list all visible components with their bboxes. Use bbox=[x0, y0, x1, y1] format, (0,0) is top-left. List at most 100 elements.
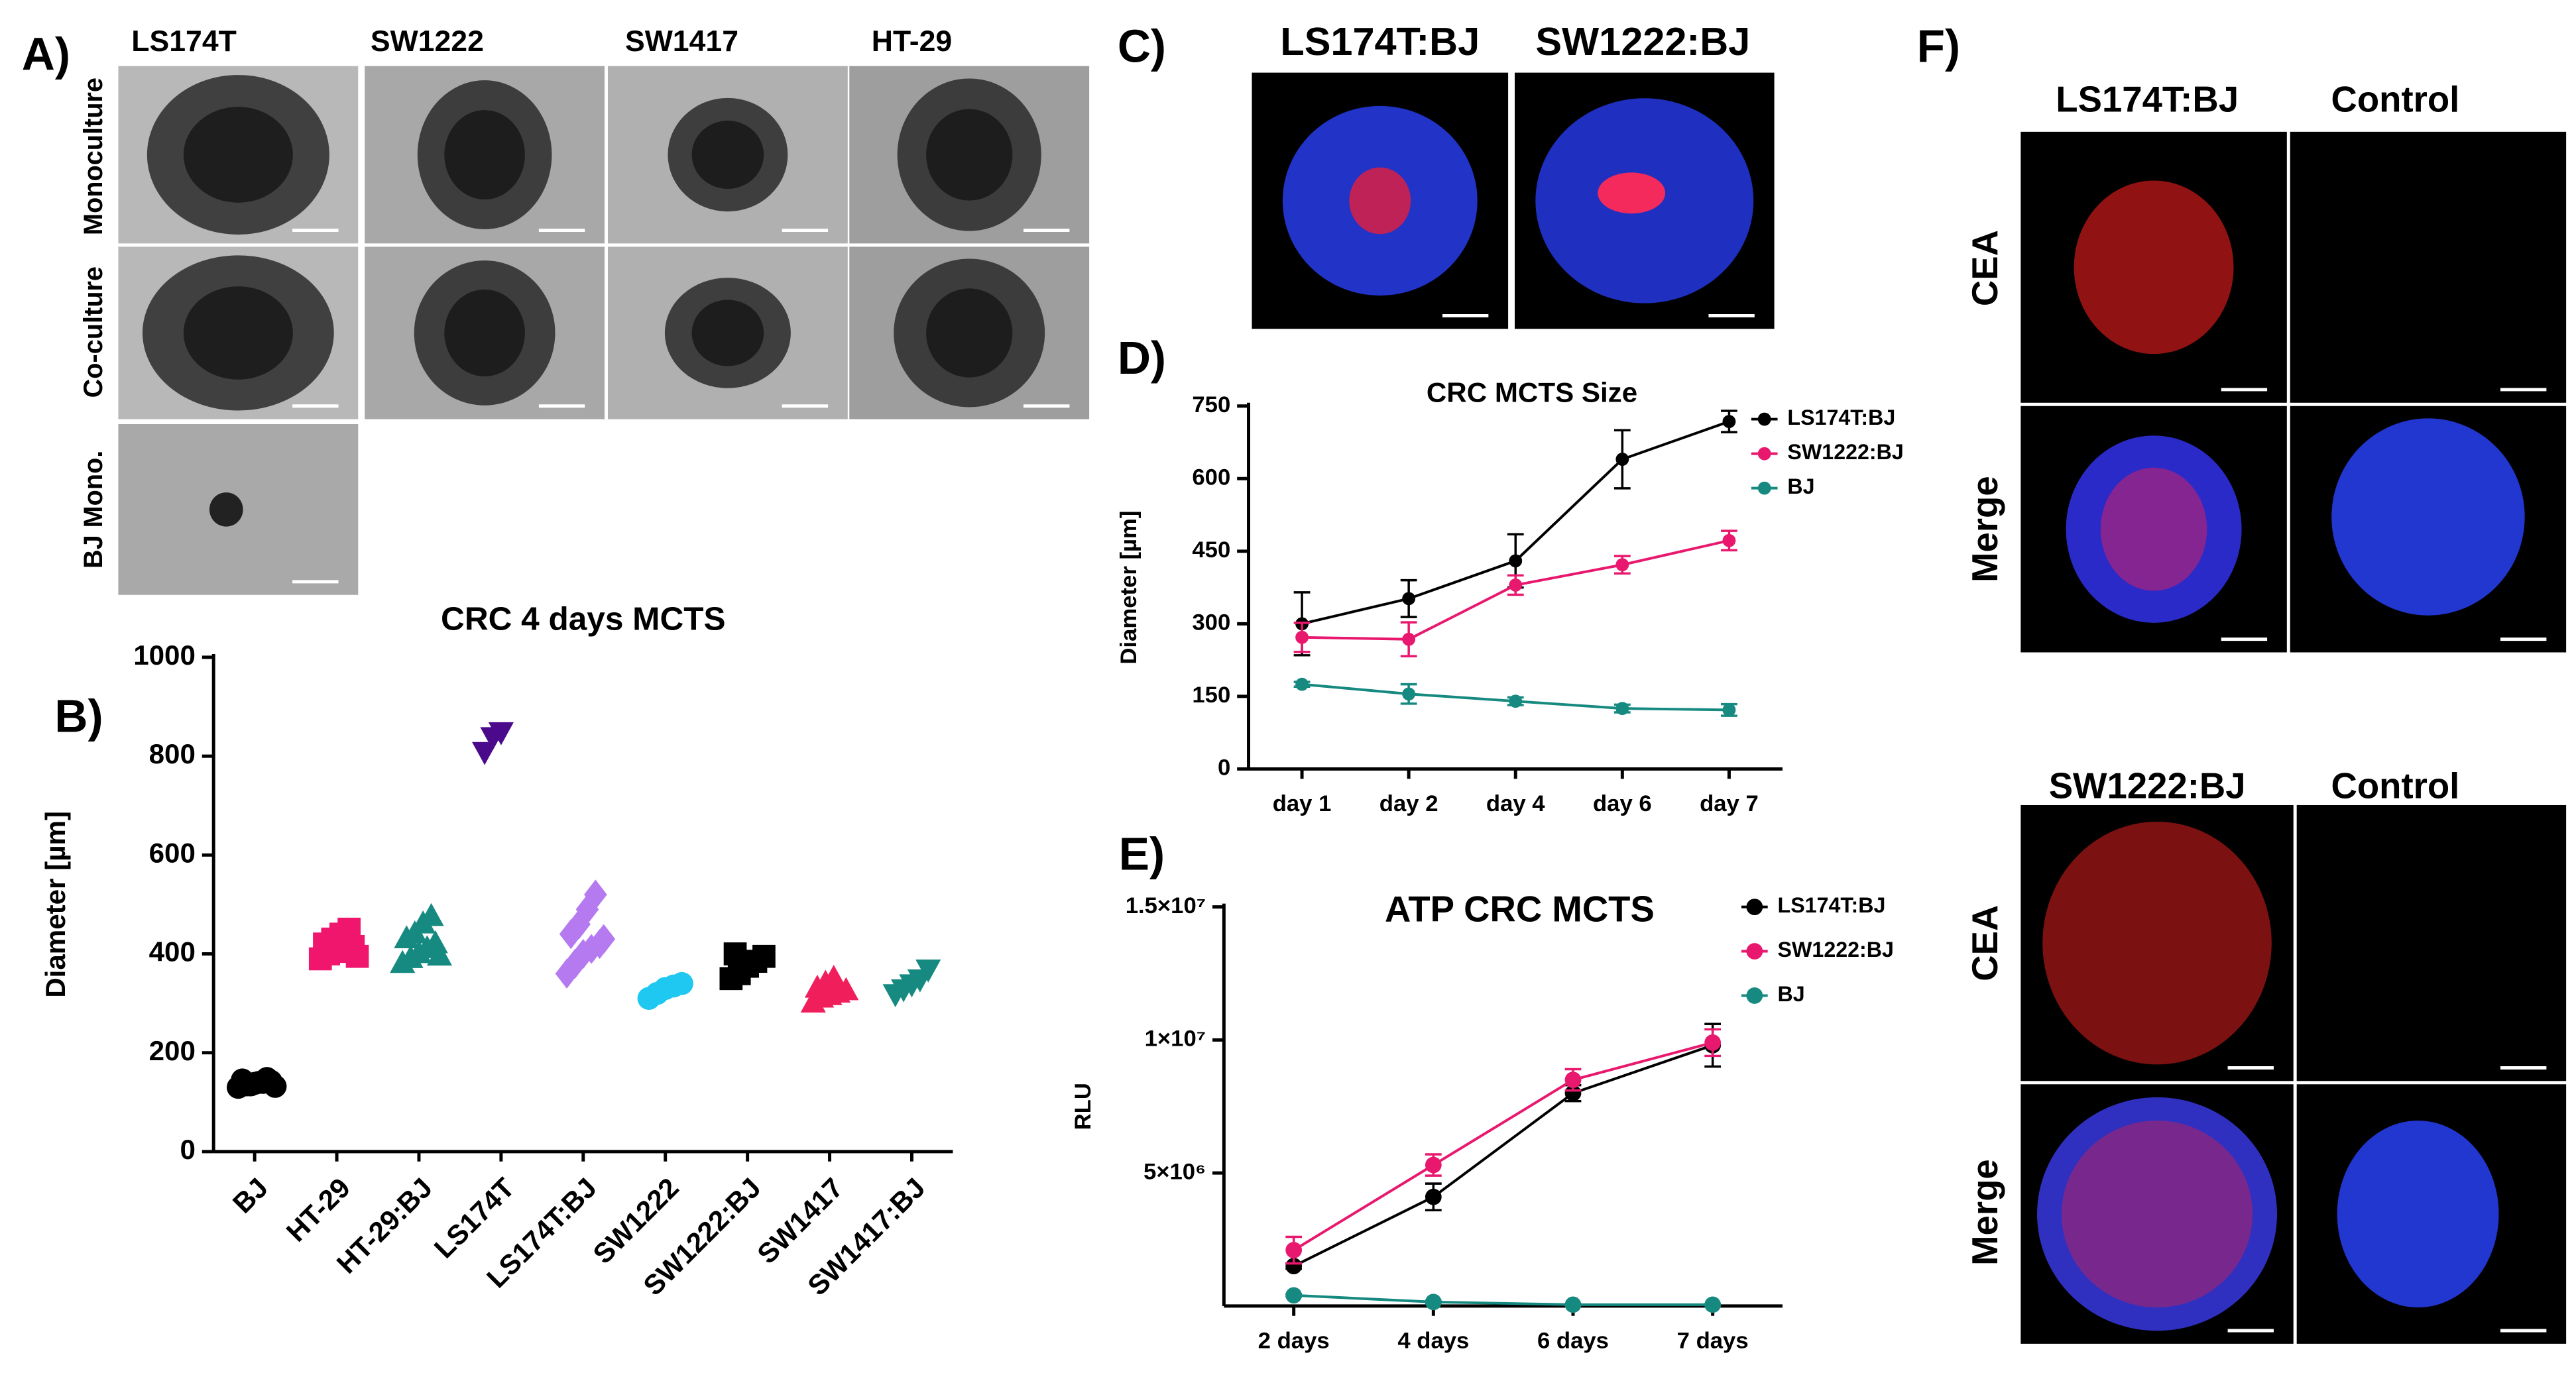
column-label: Control bbox=[2331, 766, 2459, 806]
panel-label: C) bbox=[1118, 20, 1166, 72]
legend-label: SW1222:BJ bbox=[1778, 938, 1894, 962]
legend-label: LS174T:BJ bbox=[1787, 406, 1895, 429]
x-tick-label: 6 days bbox=[1537, 1329, 1609, 1354]
y-tick-label: 1000 bbox=[133, 639, 196, 671]
y-tick-label: 0 bbox=[1218, 755, 1230, 781]
data-point bbox=[1425, 1294, 1442, 1311]
row-label: BJ Mono. bbox=[79, 451, 108, 569]
micrograph-blob bbox=[691, 300, 764, 366]
data-point bbox=[418, 903, 444, 926]
row-label: CEA bbox=[1965, 230, 2005, 306]
data-point bbox=[345, 944, 369, 968]
data-point bbox=[579, 934, 603, 964]
data-point bbox=[1402, 632, 1416, 646]
data-point bbox=[1704, 1034, 1722, 1051]
panel-label: E) bbox=[1119, 828, 1165, 880]
column-label: LS174T bbox=[131, 25, 237, 58]
row-label: CEA bbox=[1965, 905, 2005, 981]
data-point bbox=[1564, 1072, 1582, 1088]
column-label: SW1417 bbox=[625, 25, 738, 58]
legend-label: SW1222:BJ bbox=[1787, 440, 1903, 464]
micrograph-blob bbox=[926, 288, 1013, 378]
series-line bbox=[1293, 1041, 1714, 1252]
panel-label: B) bbox=[54, 690, 103, 742]
column-label: LS174T:BJ bbox=[2056, 80, 2239, 120]
micrograph bbox=[2290, 131, 2567, 403]
column-label: LS174T:BJ bbox=[1280, 19, 1480, 64]
micrograph-blob bbox=[2074, 180, 2234, 355]
data-point bbox=[263, 1075, 287, 1098]
series-line bbox=[1293, 1294, 1713, 1306]
data-point bbox=[1722, 415, 1736, 429]
legend-label: BJ bbox=[1778, 982, 1805, 1006]
y-tick-label: 400 bbox=[149, 936, 196, 967]
legend-marker bbox=[1757, 481, 1771, 495]
y-tick-label: 300 bbox=[1192, 610, 1230, 635]
data-point bbox=[723, 942, 747, 965]
chart-title: CRC MCTS Size bbox=[1427, 377, 1637, 408]
data-point bbox=[1285, 1242, 1303, 1258]
micrograph-blob bbox=[2100, 467, 2207, 591]
data-point bbox=[1509, 694, 1523, 708]
x-tick-label: day 4 bbox=[1486, 791, 1545, 816]
data-point bbox=[1285, 1258, 1303, 1275]
y-tick-label: 450 bbox=[1192, 537, 1230, 563]
row-label: Co-culture bbox=[79, 266, 108, 398]
column-label: SW1222:BJ bbox=[2049, 766, 2246, 806]
data-point bbox=[915, 959, 941, 983]
legend-label: LS174T:BJ bbox=[1778, 893, 1886, 917]
data-point bbox=[1425, 1156, 1442, 1174]
data-point bbox=[1509, 578, 1523, 592]
x-tick-label: day 1 bbox=[1273, 791, 1332, 816]
micrograph-blob bbox=[209, 492, 243, 527]
row-label: Monoculture bbox=[79, 78, 108, 235]
y-axis-label: RLU bbox=[1071, 1083, 1096, 1130]
legend-marker bbox=[1746, 899, 1763, 916]
y-tick-label: 0 bbox=[180, 1134, 195, 1165]
data-point bbox=[821, 964, 847, 988]
data-point bbox=[1615, 453, 1629, 466]
y-tick-label: 150 bbox=[1192, 683, 1230, 708]
data-point bbox=[670, 971, 693, 995]
row-label: Merge bbox=[1965, 476, 2005, 582]
micrograph-blob bbox=[926, 109, 1013, 201]
x-tick-label: 7 days bbox=[1677, 1329, 1749, 1354]
micrograph-blob bbox=[183, 107, 293, 203]
y-tick-label: 600 bbox=[149, 837, 196, 868]
x-tick-label: 2 days bbox=[1258, 1329, 1330, 1354]
data-point bbox=[833, 977, 859, 1001]
micrograph-blob bbox=[2331, 418, 2525, 616]
data-point bbox=[1402, 592, 1416, 606]
y-tick-label: 200 bbox=[149, 1035, 196, 1066]
data-point bbox=[1295, 630, 1309, 644]
panel-label: F) bbox=[1917, 20, 1960, 72]
x-tick-label: day 7 bbox=[1700, 791, 1759, 816]
y-axis-label: Diameter [µm] bbox=[40, 811, 71, 998]
micrograph-blob bbox=[2037, 1097, 2278, 1331]
micrograph-blob bbox=[2062, 1121, 2253, 1308]
y-tick-label: 600 bbox=[1192, 465, 1230, 490]
panel-label: A) bbox=[22, 28, 70, 80]
series-line bbox=[1293, 1044, 1714, 1268]
legend-label: BJ bbox=[1787, 474, 1814, 498]
y-axis-label: Diameter [µm] bbox=[1116, 511, 1142, 665]
y-tick-label: 5×10⁶ bbox=[1143, 1159, 1206, 1184]
micrograph-blob bbox=[444, 110, 525, 199]
data-point bbox=[426, 942, 453, 966]
column-label: Control bbox=[2331, 80, 2459, 120]
y-tick-label: 750 bbox=[1192, 392, 1230, 417]
y-tick-label: 800 bbox=[149, 738, 196, 769]
chart-title: ATP CRC MCTS bbox=[1385, 889, 1655, 929]
panel-label: D) bbox=[1118, 332, 1166, 384]
legend-marker bbox=[1757, 447, 1771, 461]
micrograph-blob bbox=[691, 121, 764, 189]
data-point bbox=[592, 924, 616, 954]
micrograph bbox=[2296, 804, 2567, 1081]
micrograph-blob bbox=[183, 286, 293, 380]
data-point bbox=[1425, 1188, 1442, 1205]
micrograph-blob bbox=[1598, 172, 1666, 214]
data-point bbox=[584, 879, 607, 910]
data-point bbox=[1564, 1296, 1582, 1313]
data-point bbox=[1509, 554, 1523, 568]
